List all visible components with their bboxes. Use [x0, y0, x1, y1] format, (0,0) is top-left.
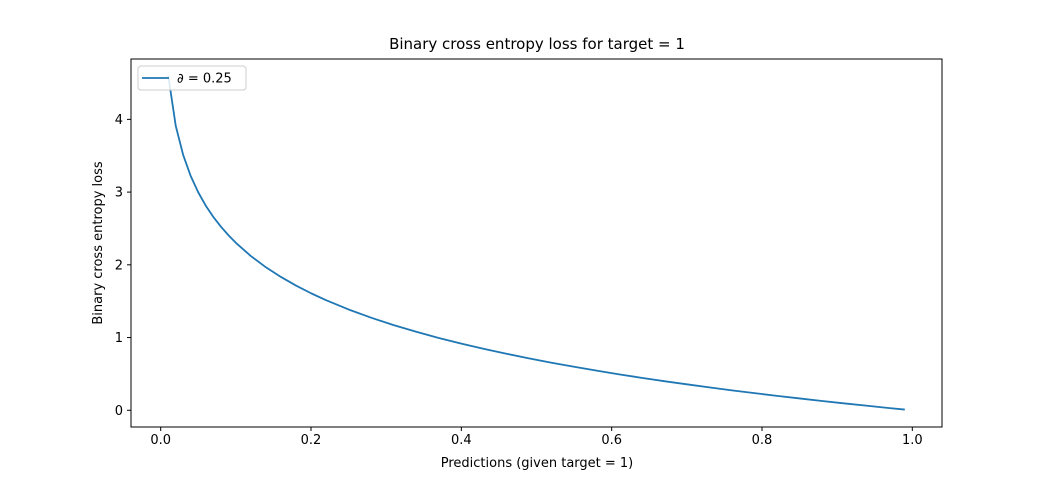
series-line-0: [167, 75, 905, 411]
x-tick-label: 0.2: [301, 433, 322, 448]
y-tick-label: 0: [115, 404, 123, 419]
x-axis-label: Predictions (given target = 1): [441, 456, 634, 471]
legend-label: ∂ = 0.25: [177, 72, 232, 87]
y-tick-label: 4: [115, 113, 123, 128]
x-tick-label: 1.0: [902, 433, 923, 448]
plot-area: 0.0 0.2 0.4 0.6 0.8 1.0 0 1 2 3 4 ∂ = 0.25: [115, 58, 943, 448]
x-tick-label: 0.0: [150, 433, 171, 448]
y-axis-label: Binary cross entropy loss: [91, 161, 106, 325]
x-tick-label: 0.6: [601, 433, 622, 448]
legend-box: [137, 65, 247, 91]
y-tick-label: 2: [115, 258, 123, 273]
x-tick-label: 0.4: [451, 433, 472, 448]
x-tick-label: 0.8: [752, 433, 773, 448]
plot-frame: [130, 58, 943, 428]
y-tick-label: 3: [115, 186, 123, 201]
chart-title: Binary cross entropy loss for target = 1: [389, 35, 685, 53]
y-tick-label: 1: [115, 331, 123, 346]
